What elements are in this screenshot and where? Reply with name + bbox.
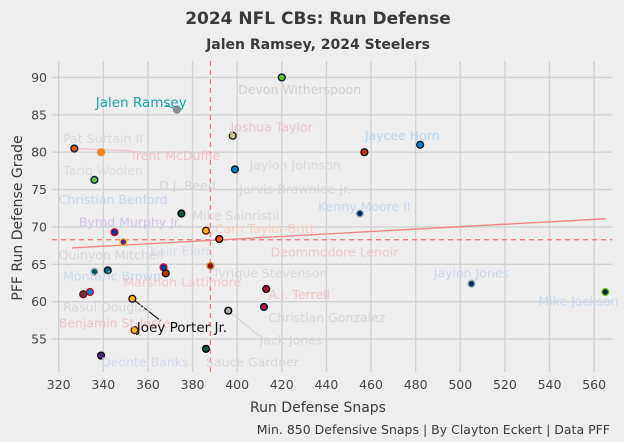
data-point <box>79 290 88 299</box>
data-point <box>90 267 99 276</box>
x-tick-label: 560 <box>582 377 606 392</box>
point-label: Kenny Moore II <box>318 199 410 214</box>
point-label: Kaiir Elam <box>150 244 213 259</box>
point-label: A.J. Terrell <box>268 287 330 302</box>
data-point <box>85 287 95 297</box>
point-label: Byrod Murphy Jr. <box>79 214 182 229</box>
data-point <box>172 105 182 114</box>
data-point <box>177 209 186 218</box>
point-label: Sauce Gardner <box>206 354 300 369</box>
point-label: Joey Porter Jr. <box>136 320 227 336</box>
y-tick-label: 90 <box>31 70 47 85</box>
x-tick-label: 440 <box>314 377 338 392</box>
data-point <box>161 269 170 278</box>
chart-caption: Min. 850 Defensive Snaps | By Clayton Ec… <box>257 422 610 437</box>
x-tick-label: 380 <box>181 377 205 392</box>
y-tick-label: 60 <box>31 294 47 309</box>
data-point <box>90 175 99 184</box>
point-label: Devon Witherspoon <box>238 82 361 97</box>
point-label: Marshon Lattimore <box>123 274 241 289</box>
point-label: Quinyon Mitchell <box>59 247 164 262</box>
x-axis-label: Run Defense Snaps <box>250 400 386 416</box>
chart-subtitle: Jalen Ramsey, 2024 Steelers <box>205 37 430 53</box>
y-tick-label: 55 <box>31 332 47 347</box>
point-label: Jarvis Brownlee Jr. <box>238 182 351 197</box>
x-axis-ticks: 320 340 360 380 400 420 440 460 480 500 520 540 560 <box>47 377 606 392</box>
point-label: Deonte Banks <box>101 354 188 369</box>
reference-lines <box>52 61 612 372</box>
data-point <box>201 344 211 353</box>
grid-lines <box>52 61 612 372</box>
data-point <box>206 261 215 270</box>
point-label: D.J. Reed <box>159 178 216 193</box>
y-tick-label: 70 <box>31 219 47 234</box>
point-labels: Devon Witherspoon Jalen Ramsey Joshua Tayl… <box>59 82 619 369</box>
data-point <box>70 144 79 153</box>
leader-line <box>131 298 162 322</box>
data-points <box>70 73 610 360</box>
point-label: Deommodore Lenoir <box>271 244 400 259</box>
trendline <box>72 218 606 249</box>
data-point <box>119 237 128 247</box>
x-tick-label: 520 <box>493 377 517 392</box>
y-tick-label: 75 <box>31 182 47 197</box>
x-tick-label: 500 <box>448 377 472 392</box>
data-point <box>110 228 119 237</box>
data-point <box>103 266 112 275</box>
x-tick-label: 340 <box>91 377 115 392</box>
data-point <box>262 284 271 294</box>
y-axis-ticks: 55 60 65 70 75 80 85 90 <box>31 70 47 347</box>
x-tick-label: 460 <box>359 377 383 392</box>
data-point <box>416 140 425 149</box>
y-tick-label: 85 <box>31 107 47 122</box>
data-point <box>128 294 137 303</box>
data-point <box>360 148 369 157</box>
data-point <box>277 73 286 82</box>
point-label: Tyrique Stevenson <box>212 265 328 280</box>
trendline-group <box>72 218 606 249</box>
chart-title: 2024 NFL CBs: Run Defense <box>185 9 451 29</box>
point-label: Trent McDuffie <box>129 148 220 163</box>
x-tick-label: 400 <box>225 377 249 392</box>
data-point <box>259 302 269 312</box>
point-label: Mike Jackson <box>538 294 618 309</box>
y-tick-label: 80 <box>31 145 47 160</box>
point-label: Tariq Woolen <box>62 163 143 178</box>
point-label: Cam Taylor-Britt <box>215 221 315 236</box>
y-tick-label: 65 <box>31 257 47 272</box>
point-label: Christian Benford <box>59 192 168 207</box>
point-label: Jaycee Horn <box>364 128 440 143</box>
point-label: Pat Surtain II <box>63 131 143 146</box>
point-label: Mike Sainristil <box>193 208 280 223</box>
data-point <box>215 234 224 244</box>
data-point <box>601 287 610 297</box>
data-point <box>96 148 106 157</box>
data-point <box>467 279 476 288</box>
point-label: Christian Gonzalez <box>268 310 385 325</box>
data-point <box>130 326 139 335</box>
data-point <box>228 131 237 140</box>
x-tick-label: 360 <box>136 377 160 392</box>
point-label: Montaric Brown <box>63 268 161 283</box>
x-tick-label: 480 <box>404 377 428 392</box>
data-point <box>224 306 233 315</box>
x-tick-label: 420 <box>270 377 294 392</box>
y-axis-label: PFF Run Defense Grade <box>10 135 26 300</box>
point-label: Jack Jones <box>258 333 322 348</box>
point-label: Jaylon Jones <box>433 265 509 280</box>
data-point <box>201 226 211 235</box>
point-label: Benjamin St-Juste <box>59 315 171 330</box>
data-point <box>355 209 364 218</box>
point-label: Jaylon Johnson <box>249 158 341 173</box>
x-tick-label: 320 <box>47 377 71 392</box>
leader-line <box>227 310 260 337</box>
x-tick-label: 540 <box>538 377 562 392</box>
point-label: Joshua Taylor <box>229 120 313 135</box>
point-label: Rasul Douglas <box>63 300 152 315</box>
data-point <box>96 351 106 360</box>
point-label: Jalen Ramsey <box>95 95 187 111</box>
data-point <box>230 165 240 174</box>
